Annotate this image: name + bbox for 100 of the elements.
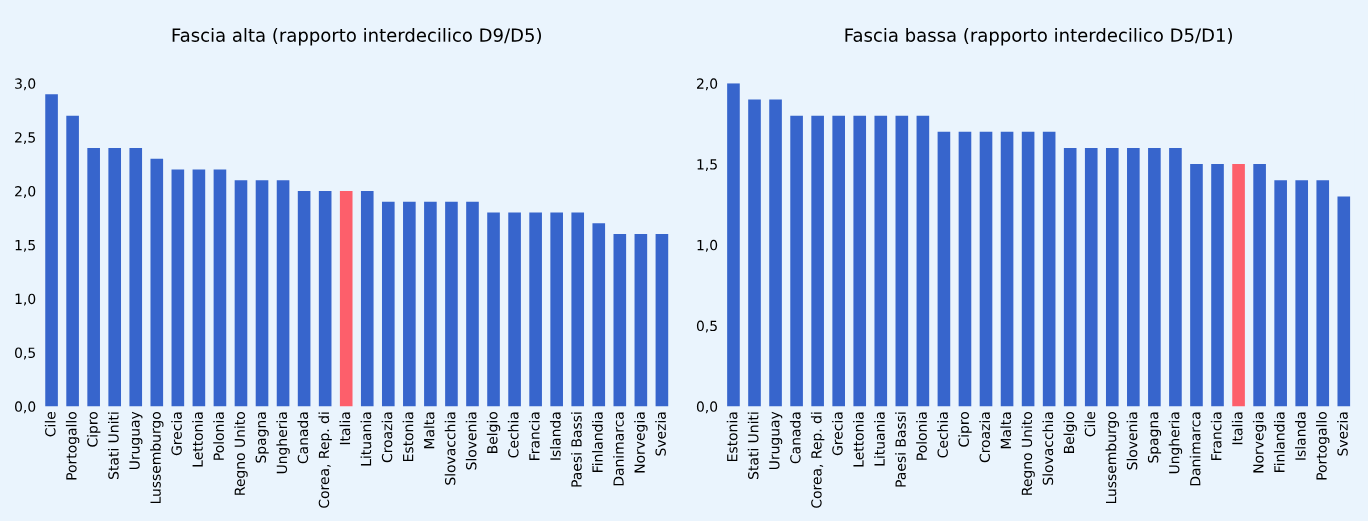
- bar: [1253, 164, 1266, 407]
- x-tick-label: Malta: [423, 412, 435, 449]
- bar: [360, 191, 374, 407]
- y-tick-label: 1,5: [15, 240, 35, 252]
- bar: [1295, 180, 1309, 407]
- x-tick-label: Cechia: [937, 412, 948, 458]
- bar: [916, 115, 930, 407]
- bar: [129, 147, 143, 407]
- bar: [1316, 180, 1330, 407]
- x-tick-label: Italia: [339, 412, 351, 445]
- x-tick-label: Cile: [44, 411, 56, 437]
- x-tick-label: Finlandia: [592, 412, 603, 472]
- x-tick-label: Francia: [528, 412, 540, 460]
- y-tick-label: 1,5: [697, 159, 717, 172]
- x-tick-label: Uruguay: [129, 411, 143, 470]
- bar: [937, 131, 951, 407]
- x-tick-label: Corea, Rep. di: [318, 412, 332, 508]
- y-tick-label: 0,0: [15, 401, 36, 414]
- x-tick-label: Svezia: [655, 412, 666, 456]
- x-tick-label: Slovacchia: [444, 412, 456, 485]
- bar: [1232, 164, 1245, 407]
- y-tick-label: 2,5: [15, 132, 35, 145]
- x-tick-label: Lussemburgo: [150, 412, 164, 504]
- x-tick-label: Svezia: [1337, 412, 1348, 456]
- bar: [874, 115, 888, 407]
- bar: [192, 169, 206, 407]
- x-tick-label: Belgio: [486, 412, 501, 453]
- bar: [571, 212, 585, 407]
- bar: [592, 223, 606, 407]
- x-tick-label: Uruguay: [769, 411, 783, 470]
- x-tick-label: Lettonia: [853, 412, 864, 467]
- bar: [150, 158, 164, 407]
- x-tick-label: Lituania: [874, 412, 885, 466]
- x-tick-label: Portogallo: [65, 412, 80, 480]
- x-tick-label: Cipro: [958, 412, 972, 447]
- x-tick-label: Ungheria: [1168, 412, 1183, 474]
- x-tick-label: Norvegia: [1252, 412, 1267, 473]
- bar: [234, 180, 248, 407]
- x-tick-label: Stati Uniti: [747, 412, 759, 479]
- x-tick-label: Italia: [1231, 412, 1243, 445]
- bar: [381, 201, 395, 407]
- bar: [1084, 147, 1098, 407]
- x-tick-label: Ungheria: [276, 412, 290, 474]
- x-tick-label: Croazia: [979, 412, 991, 463]
- bar: [634, 234, 648, 407]
- y-tick-label: 0,5: [696, 320, 717, 333]
- x-tick-label: Estonia: [726, 412, 738, 461]
- bar: [853, 115, 867, 407]
- x-tick-label: Lituania: [360, 412, 372, 466]
- bar: [87, 147, 100, 407]
- x-tick-label: Slovenia: [465, 412, 477, 470]
- x-tick-label: Belgio: [1063, 412, 1077, 453]
- y-tick-label: 2,0: [697, 78, 718, 91]
- y-tick-label: 3,0: [15, 78, 36, 91]
- x-tick-label: Canada: [297, 412, 309, 464]
- bar: [424, 201, 437, 407]
- bar: [66, 115, 79, 407]
- bar: [769, 99, 782, 407]
- bar: [727, 83, 740, 407]
- chart-title: Fascia bassa (rapporto interdecilico D5/D1): [845, 27, 1232, 46]
- y-tick-label: 1,0: [15, 293, 36, 306]
- x-tick-label: Paesi Bassi: [895, 412, 906, 487]
- bar: [339, 191, 353, 407]
- bar: [297, 191, 311, 407]
- x-tick-label: Stati Uniti: [107, 412, 119, 479]
- x-tick-label: Spagna: [1147, 412, 1162, 463]
- bar: [748, 99, 761, 407]
- x-tick-label: Croazia: [381, 412, 393, 463]
- bar: [108, 147, 122, 407]
- bar: [895, 115, 909, 407]
- x-tick-label: Cile: [1084, 411, 1096, 437]
- bar: [550, 212, 563, 407]
- bar: [1337, 196, 1351, 407]
- x-tick-label: Canada: [789, 412, 801, 464]
- bar: [276, 180, 290, 407]
- bar: [655, 234, 669, 407]
- x-tick-label: Francia: [1210, 412, 1222, 460]
- x-tick-label: Regno Unito: [234, 412, 248, 495]
- y-tick-label: 2,0: [15, 186, 36, 198]
- x-tick-label: Polonia: [213, 412, 224, 460]
- x-tick-label: Islanda: [549, 412, 561, 460]
- x-tick-label: Corea, Rep. di: [810, 412, 825, 508]
- x-tick-label: Malta: [1000, 412, 1012, 449]
- bar: [45, 94, 58, 407]
- x-tick-label: Portogallo: [1316, 412, 1330, 480]
- bar: [529, 212, 542, 407]
- y-tick-label: 1,0: [697, 239, 718, 252]
- bar: [1042, 131, 1056, 407]
- bar: [790, 115, 803, 407]
- x-tick-label: Islanda: [1294, 412, 1306, 460]
- bar: [811, 115, 824, 407]
- y-tick-label: 0,5: [15, 347, 35, 360]
- y-tick-label: 0,0: [696, 401, 718, 414]
- x-tick-label: Estonia: [402, 412, 414, 461]
- x-tick-label: Lettonia: [192, 412, 203, 467]
- bar: [1021, 131, 1035, 407]
- x-tick-label: Regno Unito: [1021, 412, 1035, 495]
- bar: [466, 201, 479, 407]
- bar: [613, 234, 627, 407]
- bar: [1063, 147, 1077, 407]
